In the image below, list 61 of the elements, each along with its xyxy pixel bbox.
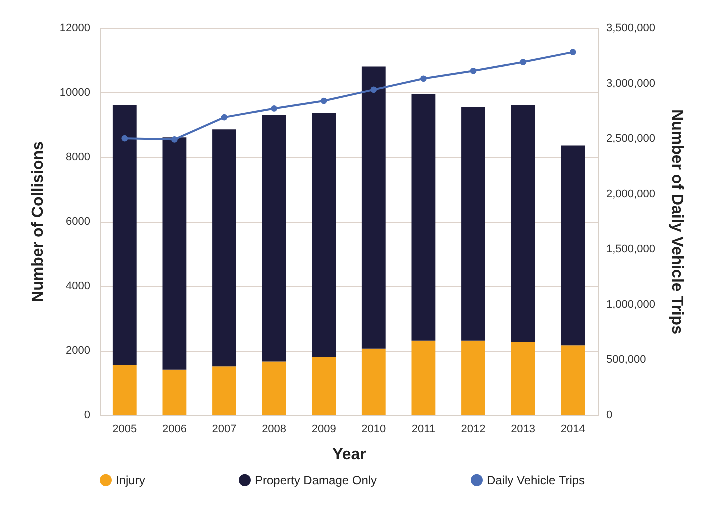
x-tick-label: 2013 xyxy=(511,424,536,436)
y-tick-label: 8000 xyxy=(66,152,90,164)
bar xyxy=(362,348,386,415)
y-tick-label: 4000 xyxy=(66,280,90,292)
point xyxy=(420,76,427,82)
bar xyxy=(162,138,187,370)
bar xyxy=(561,346,586,415)
y2-tick-label: 3,500,000 xyxy=(606,22,656,34)
x-tick-label: 2014 xyxy=(560,424,586,436)
bar xyxy=(212,366,236,415)
y2-tick-label: 0 xyxy=(606,410,613,422)
x-tick-label: 2012 xyxy=(461,424,486,436)
x-tick-label: 2010 xyxy=(362,424,386,436)
point xyxy=(172,136,178,143)
x-tick-label: 2011 xyxy=(412,424,436,436)
y-tick-label: 0 xyxy=(84,410,90,422)
y-axis-title: Number of Collisions xyxy=(30,141,47,302)
bar xyxy=(262,115,286,362)
bar xyxy=(112,365,137,415)
point xyxy=(122,135,128,142)
legend-label: Injury xyxy=(116,473,146,488)
bar xyxy=(162,370,187,415)
y2-axis-title: Number of Daily Vehicle Trips xyxy=(668,110,686,335)
bar xyxy=(412,340,436,415)
bar xyxy=(312,356,336,415)
bar xyxy=(262,362,286,415)
point xyxy=(570,49,576,56)
y-tick-label: 10000 xyxy=(60,87,90,99)
x-tick-label: 2008 xyxy=(262,424,287,436)
point xyxy=(320,98,328,104)
point xyxy=(370,86,378,94)
y-tick-label: 2000 xyxy=(66,345,90,357)
x-axis-title: Year xyxy=(332,446,366,464)
y2-tick-label: 3,000,000 xyxy=(606,78,656,90)
bar xyxy=(561,146,586,346)
x-tick-label: 2006 xyxy=(162,424,187,436)
bar xyxy=(511,342,536,415)
legend-label: Daily Vehicle Trips xyxy=(487,473,586,488)
point xyxy=(271,106,278,112)
bar xyxy=(412,94,436,341)
bar xyxy=(312,113,336,357)
x-tick-label: 2009 xyxy=(312,424,336,436)
bar xyxy=(462,340,486,415)
point xyxy=(520,59,526,66)
point xyxy=(470,68,477,74)
y-tick-label: 12000 xyxy=(60,22,90,34)
legend-label: Property Damage Only xyxy=(255,473,378,488)
bar xyxy=(462,107,486,341)
y2-tick-label: 2,000,000 xyxy=(606,188,656,200)
x-tick-label: 2005 xyxy=(112,424,138,436)
y-tick-label: 6000 xyxy=(66,216,90,228)
y2-tick-label: 2,500,000 xyxy=(606,133,656,146)
y2-tick-label: 1,000,000 xyxy=(606,298,656,311)
y2-tick-label: 1,500,000 xyxy=(606,244,656,256)
bar xyxy=(212,130,236,367)
bar xyxy=(511,105,536,342)
bar xyxy=(112,105,137,366)
y2-tick-label: 500,000 xyxy=(606,354,646,366)
point xyxy=(221,114,228,121)
bar xyxy=(362,66,386,349)
x-tick-label: 2007 xyxy=(212,424,237,436)
